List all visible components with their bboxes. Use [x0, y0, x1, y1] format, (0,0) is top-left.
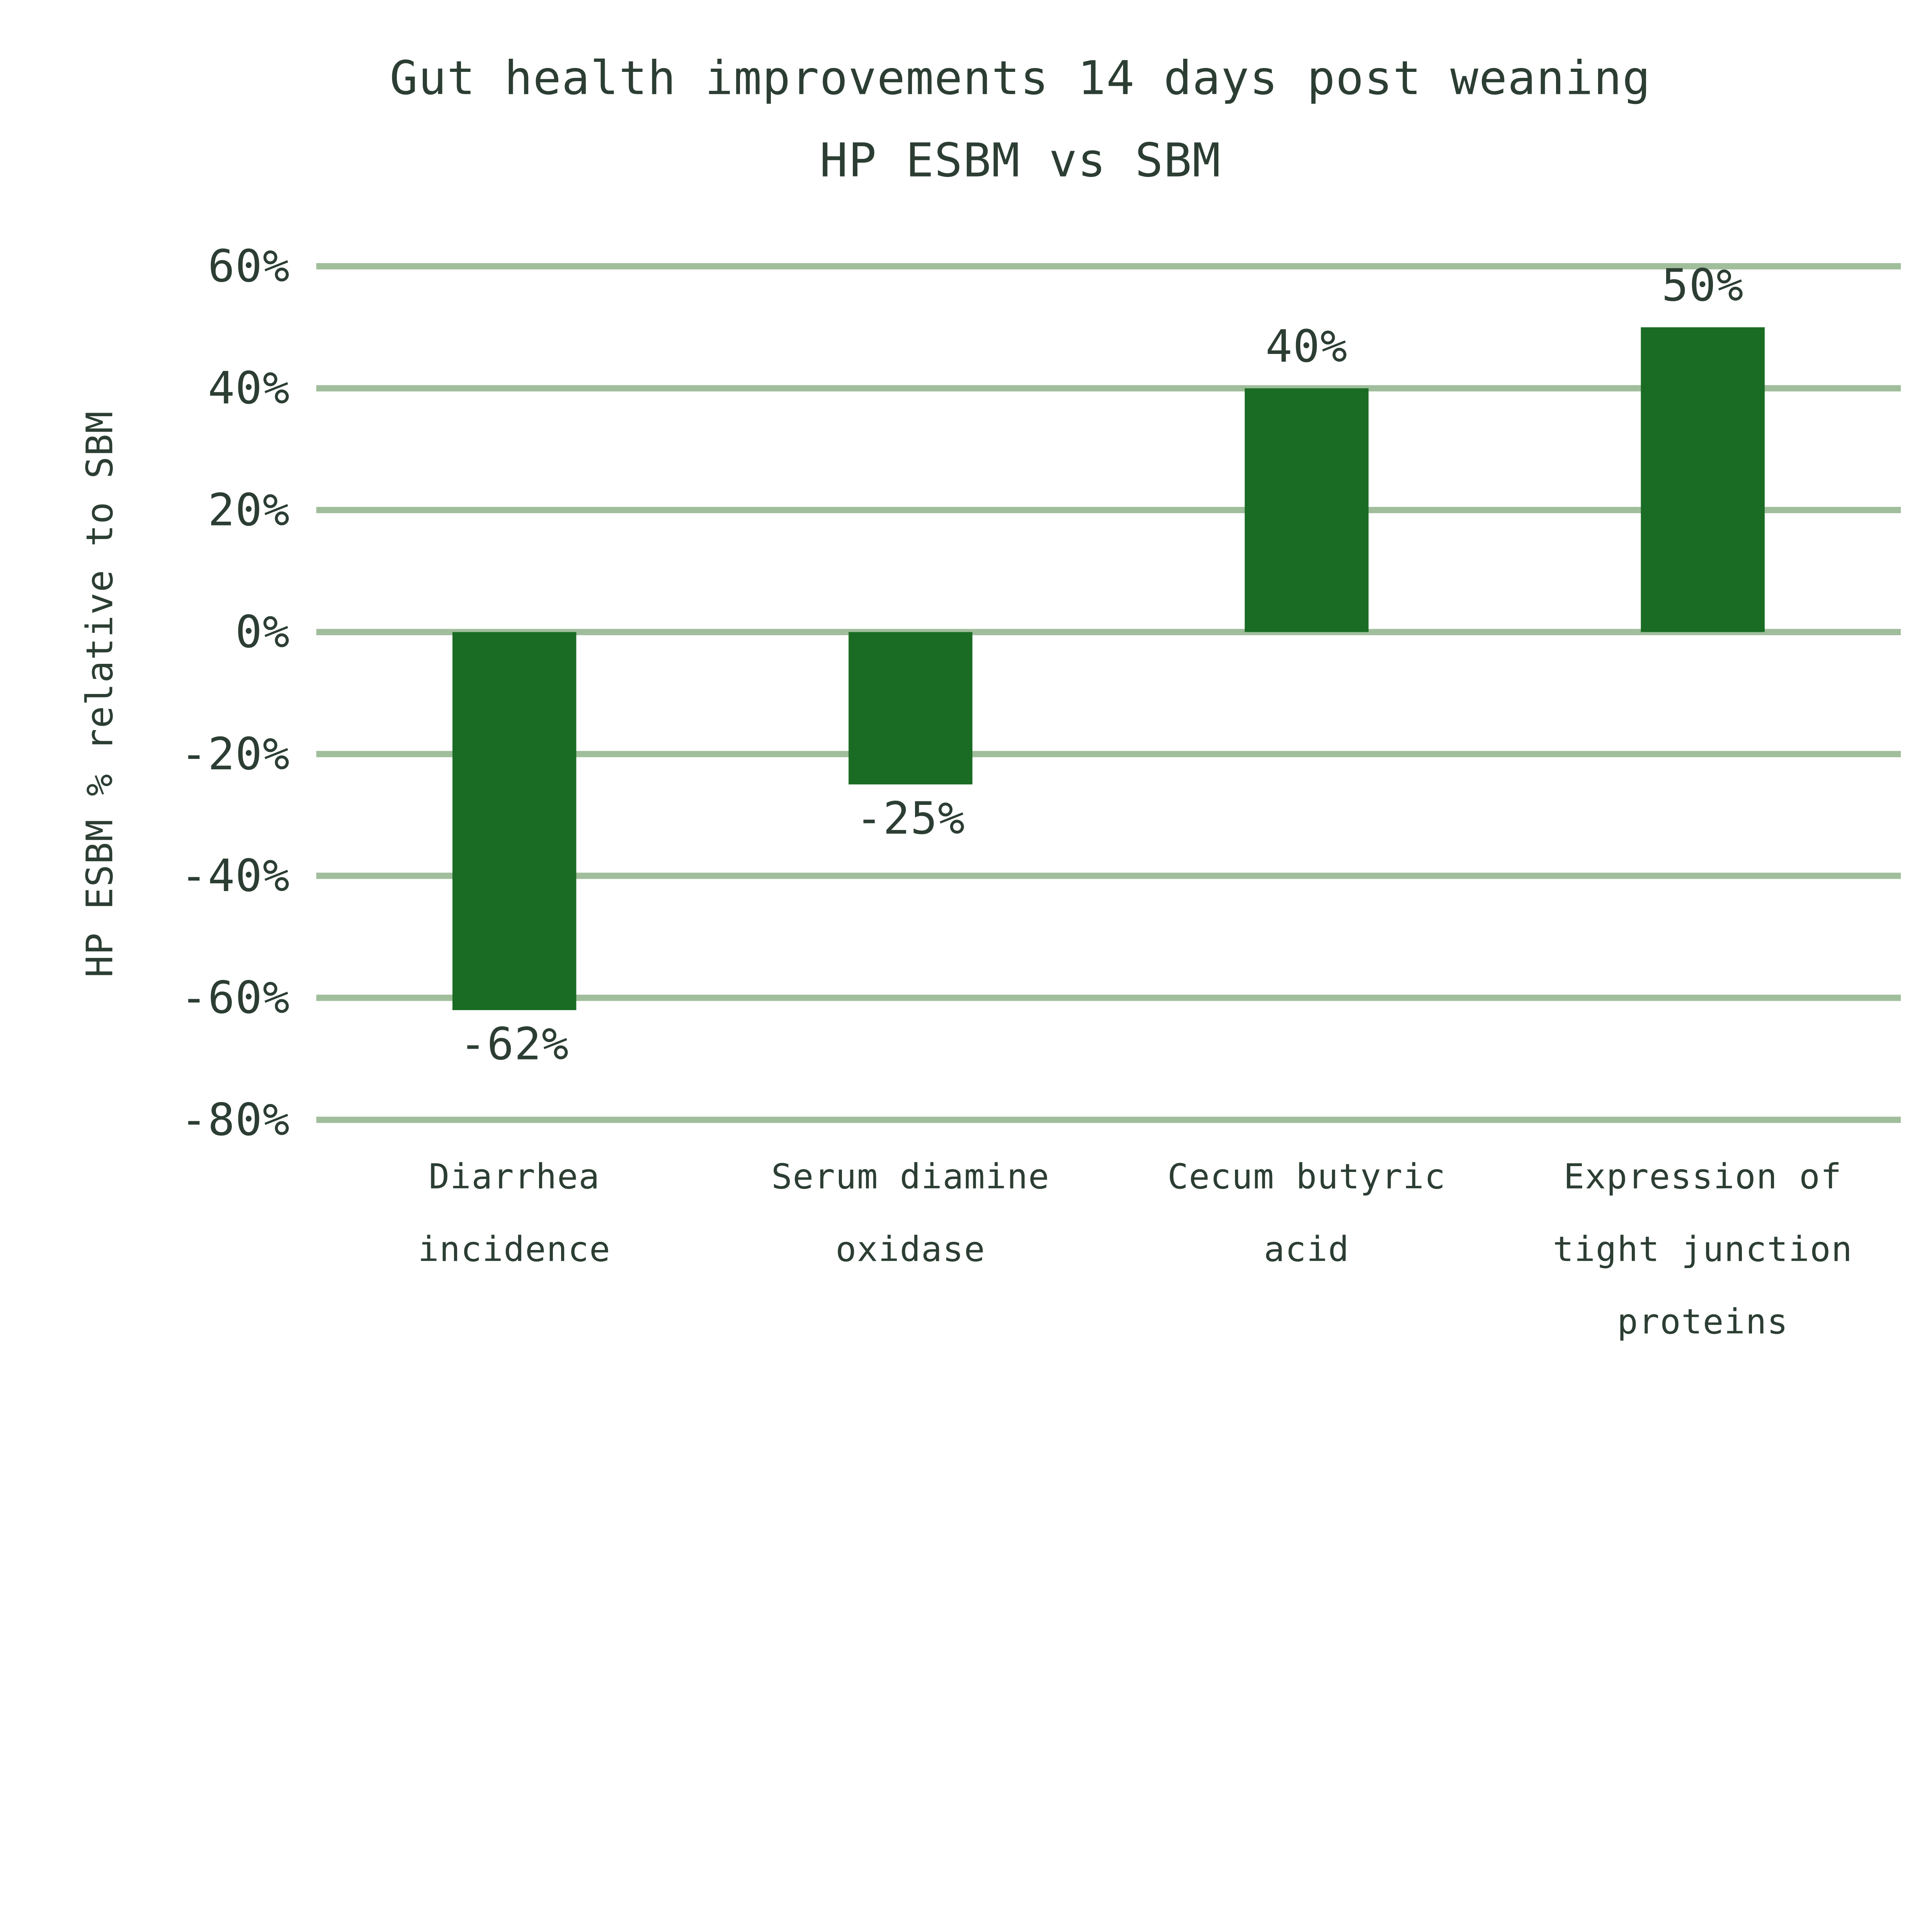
bar-value-label: -62% [459, 1018, 569, 1070]
y-tick-label: 20% [208, 484, 290, 536]
x-category-line: tight junction [1553, 1229, 1853, 1269]
gridline [316, 995, 1901, 1001]
bar-value-label: 50% [1662, 259, 1744, 311]
chart-subtitle: HP ESBM vs SBM [820, 133, 1221, 188]
gridline [316, 507, 1901, 514]
x-category-line: Diarrhea [429, 1156, 600, 1197]
gridline [316, 629, 1901, 635]
chart-title: Gut health improvements 14 days post wea… [389, 51, 1651, 105]
x-category-line: oxidase [835, 1229, 986, 1269]
x-category-line: Expression of [1563, 1156, 1842, 1197]
gridline [316, 385, 1901, 391]
x-category-line: Serum diamine [771, 1156, 1050, 1197]
gridline [316, 751, 1901, 757]
chart-title-block: Gut health improvements 14 days post wea… [389, 37, 1651, 202]
x-category-line: proteins [1617, 1301, 1789, 1342]
bar [1245, 388, 1369, 632]
x-category-line: Cecum butyric [1167, 1156, 1446, 1197]
y-tick-label: -40% [180, 850, 290, 902]
bar [849, 632, 973, 785]
bar [1641, 327, 1765, 632]
bar-value-label: -25% [855, 793, 966, 845]
plot-area: 60% 40% 20% 0% -20% -40% -60% -80% -62% Diarrhea i… [180, 240, 1901, 1358]
y-tick-label: -80% [180, 1094, 290, 1146]
y-tick-label: -20% [180, 728, 290, 780]
y-tick-label: 60% [208, 240, 290, 293]
x-category-line: acid [1264, 1229, 1350, 1269]
bar [452, 632, 577, 1010]
x-category-label: Cecum butyric acid [1167, 1141, 1446, 1286]
x-category-label: Serum diamine oxidase [771, 1141, 1049, 1286]
y-tick-label: -60% [180, 972, 290, 1024]
gridline [316, 872, 1901, 879]
x-category-label: Expression of tight junction proteins [1553, 1141, 1853, 1358]
x-category-line: incidence [418, 1229, 611, 1269]
gridline [316, 1116, 1901, 1123]
bar-value-label: 40% [1265, 320, 1348, 372]
x-category-label: Diarrhea incidence [418, 1141, 611, 1286]
bar-chart-figure: Gut health improvements 14 days post wea… [78, 37, 1901, 1358]
y-tick-label: 40% [208, 362, 290, 414]
y-tick-label: 0% [235, 606, 290, 658]
gridline [316, 263, 1901, 270]
